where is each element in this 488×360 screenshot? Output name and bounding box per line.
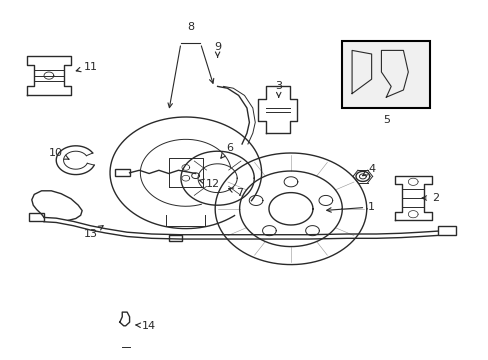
Text: 1: 1 bbox=[326, 202, 374, 212]
Text: 14: 14 bbox=[136, 321, 156, 331]
Text: 13: 13 bbox=[83, 226, 103, 239]
Text: 3: 3 bbox=[275, 81, 282, 97]
FancyBboxPatch shape bbox=[342, 41, 429, 108]
Text: 10: 10 bbox=[49, 148, 69, 159]
Text: 6: 6 bbox=[221, 143, 233, 158]
Text: 9: 9 bbox=[214, 42, 221, 57]
Text: 8: 8 bbox=[187, 22, 194, 32]
Text: 12: 12 bbox=[199, 179, 219, 189]
Text: 2: 2 bbox=[421, 193, 438, 203]
Text: 7: 7 bbox=[228, 188, 243, 198]
Text: 11: 11 bbox=[76, 62, 97, 72]
Text: 5: 5 bbox=[382, 115, 389, 125]
Text: 4: 4 bbox=[362, 164, 374, 176]
